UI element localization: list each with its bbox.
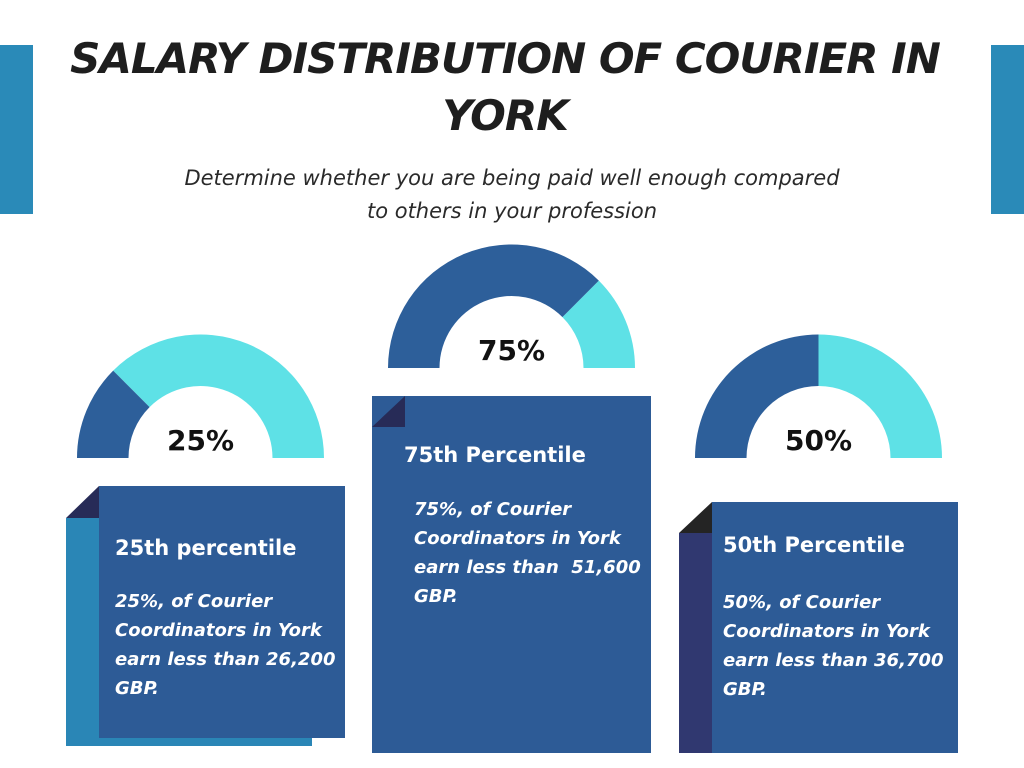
left-accent-bar — [0, 45, 33, 214]
gauge-value-arc — [695, 334, 819, 458]
gauge-value-label: 75% — [478, 334, 545, 367]
card-fold-corner — [66, 486, 99, 518]
card-heading: 25th percentile — [115, 536, 297, 560]
card-fold-corner — [679, 502, 712, 533]
gauge-25: 25% — [77, 334, 324, 458]
card-75: 75th Percentile 75%, of Courier Coordina… — [404, 441, 642, 611]
gauge-50: 50% — [695, 334, 942, 458]
card-description: 75%, of Courier Coordinators in York ear… — [414, 499, 641, 607]
card-description: 50%, of Courier Coordinators in York ear… — [723, 592, 944, 700]
gauge-remaining-arc — [113, 334, 324, 458]
gauge-value-arc — [388, 244, 599, 368]
card-25-background — [66, 486, 345, 746]
gauge-value-label: 25% — [167, 424, 234, 457]
gauge-remaining-arc — [818, 334, 942, 458]
card-body — [372, 396, 651, 753]
gauge-value-label: 50% — [785, 424, 852, 457]
card-50: 50th Percentile 50%, of Courier Coordina… — [723, 531, 951, 704]
card-description: 25%, of Courier Coordinators in York ear… — [115, 591, 336, 699]
page-subtitle: Determine whether you are being paid wel… — [184, 166, 840, 223]
card-fold-corner — [372, 396, 405, 427]
card-heading: 75th Percentile — [404, 443, 586, 467]
right-accent-bar — [991, 45, 1024, 214]
gauge-75: 75% — [388, 244, 635, 368]
gauge-value-arc — [77, 370, 150, 458]
card-75-background — [372, 396, 651, 753]
card-body — [99, 486, 345, 738]
page-title: SALARY DISTRIBUTION OF COURIER IN YORK — [70, 34, 941, 140]
card-heading: 50th Percentile — [723, 533, 905, 557]
card-25: 25th percentile 25%, of Courier Coordina… — [115, 534, 340, 703]
gauge-remaining-arc — [562, 280, 635, 368]
card-body — [712, 502, 958, 753]
card-50-background — [679, 502, 958, 753]
